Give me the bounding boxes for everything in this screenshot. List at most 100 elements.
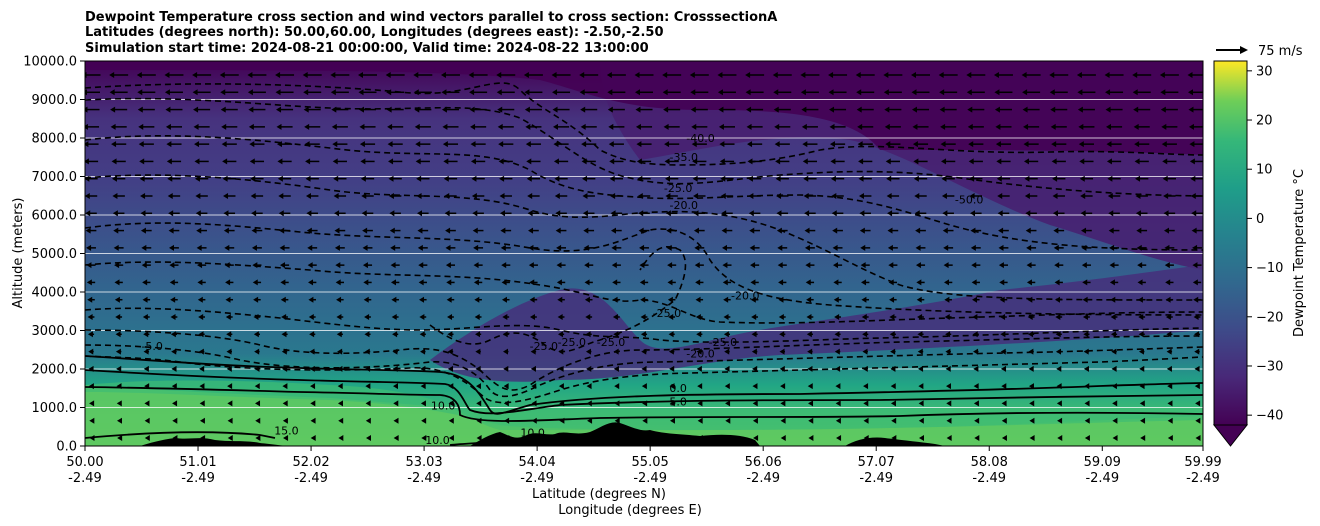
wind-vector-head xyxy=(830,158,836,165)
wind-vector-head xyxy=(225,296,231,303)
wind-vector-head xyxy=(279,227,285,234)
wind-vector-head xyxy=(967,123,973,130)
wind-vector-head xyxy=(443,158,449,165)
wind-vector-head xyxy=(667,279,673,286)
y-tick-label: 3000.0 xyxy=(32,324,78,339)
wind-vector-head xyxy=(777,262,783,269)
wind-vector-head xyxy=(834,348,840,355)
wind-vector-head xyxy=(558,365,564,372)
y-tick-label: 8000.0 xyxy=(32,132,78,147)
wind-vector-head xyxy=(358,72,363,78)
colorbar-tick-label: 10 xyxy=(1256,163,1273,178)
wind-vector-head xyxy=(946,435,952,441)
wind-vector-head xyxy=(692,158,698,165)
wind-vector-head xyxy=(1024,193,1030,199)
wind-vector-head xyxy=(832,244,838,251)
wind-vector-head xyxy=(421,417,427,424)
wind-vector-head xyxy=(249,158,255,165)
wind-vector-head xyxy=(805,279,811,286)
wind-vector-head xyxy=(887,210,893,217)
wind-vector-head xyxy=(248,123,254,130)
wind-vector-head xyxy=(939,106,945,113)
wind-vector-head xyxy=(1052,175,1058,182)
wind-vector-head xyxy=(915,262,921,269)
wind-vector-head xyxy=(469,89,475,96)
wind-vector-head xyxy=(111,141,117,148)
wind-vector-head xyxy=(945,348,951,355)
wind-vector-head xyxy=(669,383,675,390)
wind-vector-head xyxy=(918,383,924,390)
wind-vector-head xyxy=(307,244,313,251)
contour-label: -40.0 xyxy=(686,132,714,145)
wind-vector-head xyxy=(85,193,90,199)
wind-vector-head xyxy=(1084,400,1090,407)
wind-vector-head xyxy=(557,331,563,338)
wind-vector-head xyxy=(863,400,869,407)
wind-vector-head xyxy=(194,158,200,165)
wind-vector-head xyxy=(470,158,476,165)
wind-vector-head xyxy=(330,72,336,78)
wind-vector-head xyxy=(777,244,783,251)
wind-vector-head xyxy=(279,244,285,251)
wind-vector-head xyxy=(363,296,369,303)
wind-vector-head xyxy=(1132,72,1138,78)
wind-vector-head xyxy=(665,210,671,217)
wind-vector-head xyxy=(1163,210,1169,217)
colorbar-gradient xyxy=(1213,60,1248,426)
wind-vector-head xyxy=(165,123,171,130)
wind-vector-head xyxy=(1054,279,1060,286)
wind-vector-head xyxy=(584,296,590,303)
wind-vector-head xyxy=(973,400,979,407)
quiver-key-arrowhead xyxy=(1240,46,1248,54)
wind-vector-head xyxy=(1024,175,1030,182)
wind-vector-head xyxy=(722,262,728,269)
wind-vector-head xyxy=(112,193,118,199)
wind-vector-head xyxy=(221,123,227,130)
wind-vector-head xyxy=(1081,244,1087,251)
wind-vector-head xyxy=(861,296,867,303)
wind-vector-head xyxy=(445,227,451,234)
wind-vector-head xyxy=(801,106,807,113)
contour-label: 10.0 xyxy=(431,399,456,412)
wind-vector-head xyxy=(447,348,453,355)
wind-vector-head xyxy=(226,331,232,338)
wind-vector-head xyxy=(999,279,1005,286)
wind-vector-head xyxy=(913,175,919,182)
wind-vector-head xyxy=(1057,435,1063,441)
wind-vector-head xyxy=(663,106,669,113)
wind-vector-head xyxy=(334,227,340,234)
wind-vector-head xyxy=(1159,72,1165,78)
wind-vector-head xyxy=(1109,279,1115,286)
wind-vector-head xyxy=(499,175,505,182)
wind-vector-head xyxy=(856,106,862,113)
wind-vector-head xyxy=(440,72,446,78)
wind-vector-head xyxy=(639,279,645,286)
wind-vector-head xyxy=(1027,314,1033,320)
wind-vector-head xyxy=(114,262,120,269)
wind-vector-head xyxy=(582,210,588,217)
wind-vector-head xyxy=(471,175,477,182)
wind-vector-head xyxy=(471,193,477,199)
wind-vector-head xyxy=(112,210,118,217)
wind-vector-head xyxy=(447,314,453,320)
wind-vector-head xyxy=(1021,72,1027,78)
wind-vector-head xyxy=(689,72,695,78)
wind-vector-head xyxy=(255,435,261,441)
wind-vector-head xyxy=(476,435,482,441)
wind-vector-head xyxy=(308,314,314,320)
wind-vector-head xyxy=(89,400,95,407)
contour-label: -20.0 xyxy=(686,347,714,360)
wind-vector-head xyxy=(863,383,869,390)
wind-vector-head xyxy=(223,193,229,199)
wind-vector-head xyxy=(310,435,316,441)
wind-vector-head xyxy=(884,123,890,130)
wind-vector-head xyxy=(254,365,260,372)
x-tick-label-lat: 54.04 xyxy=(519,455,556,470)
wind-vector-head xyxy=(891,417,897,424)
wind-vector-head xyxy=(1077,106,1083,113)
x-tick-label-lat: 51.01 xyxy=(179,455,216,470)
wind-vector-head xyxy=(525,141,531,148)
wind-vector-head xyxy=(943,244,949,251)
contour-label: 15.0 xyxy=(274,424,299,437)
wind-vector-head xyxy=(912,123,918,130)
